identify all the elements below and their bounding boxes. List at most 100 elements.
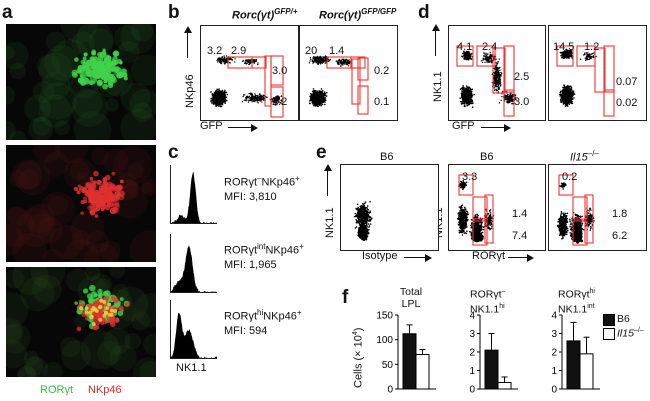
c-label-1: RORγt–NKp46+ MFI: 3,810: [224, 174, 300, 203]
f-bar-charts: 0 50 100 150 0 1 2 3 4 0 1 2 3 4: [376, 311, 600, 396]
panel-letter-a: a: [2, 2, 13, 23]
e-xlabel-1: Isotype: [362, 250, 398, 262]
d1-tl1: 4.1: [457, 41, 473, 53]
f-ytick-label-1: 4: [469, 311, 475, 322]
f-legend-il15: Il15–/–: [617, 327, 644, 340]
b2-rbot: 0.1: [374, 96, 390, 108]
d-plot-2: [548, 25, 647, 121]
e2-top: 3.3: [462, 171, 478, 183]
e-plot-2: [448, 164, 546, 251]
f-bar-0-1: [415, 353, 430, 390]
e-title-1: B6: [380, 151, 394, 163]
d2-tl2: 1.2: [584, 41, 600, 53]
b-plot-1: [200, 25, 299, 121]
e-xarrow-1: [404, 253, 432, 262]
f-ytick-label-1: 2: [469, 348, 475, 359]
micrograph-nkp46-image: [6, 145, 156, 262]
f-ytick-label-1: 0: [469, 385, 475, 396]
f-title-1: Total LPL: [399, 286, 423, 310]
panel-letter-f: f: [342, 287, 349, 308]
c-hist-3-curve: [171, 312, 217, 360]
f-legend-il15-swatch: [603, 328, 615, 340]
d-ylabel: NK1.1: [432, 71, 444, 102]
e3-bot: 6.2: [612, 230, 628, 242]
f-ytick-label-0: 100: [376, 335, 393, 346]
c-hist-1: [170, 165, 217, 225]
f-ytick-label-2: 1: [551, 366, 557, 377]
d-xarrow: [481, 123, 511, 132]
d-plot-1: [448, 25, 546, 121]
f-legend-b6-swatch: [603, 314, 615, 326]
b-plot-2: [299, 25, 398, 121]
e-xarrow-2: [508, 253, 534, 262]
d1-tl2: 2.4: [482, 41, 498, 53]
f-ytick-label-2: 2: [551, 348, 557, 359]
legend-rorgt: RORγt: [40, 384, 73, 396]
d-xlabel: GFP: [452, 120, 475, 132]
micrograph-nkp46: [6, 145, 156, 262]
micrograph-rorgt-image: [6, 24, 156, 140]
e-yarrow-1: [323, 164, 332, 196]
f-title-3: RORγthi NK1.1int: [558, 288, 595, 315]
e-title-2: B6: [480, 151, 494, 163]
e3-top: 0.2: [562, 171, 578, 183]
f-bar-2-1: [579, 353, 594, 390]
f-ytick-label-1: 1: [469, 366, 475, 377]
e-plot-2-dots: [456, 174, 495, 246]
c-xlabel: NK1.1: [176, 362, 207, 374]
d1-rbot: 3.0: [514, 96, 530, 108]
d2-rbot: 0.02: [616, 97, 638, 109]
d2-rtop: 0.07: [616, 76, 638, 88]
f-bar-2-0: [566, 340, 581, 390]
b-col2-title: Rorc(γt)GFP/GFP: [319, 7, 397, 22]
f-ytick-label-0: 50: [382, 360, 394, 371]
c-label-2: RORγtintNKp46+ MFI: 1,965: [224, 242, 304, 271]
f-ytick-label-2: 0: [551, 385, 557, 396]
d1-rtop: 2.5: [514, 71, 530, 83]
legend-nkp46: NKp46: [88, 384, 122, 396]
b2-rtop: 0.2: [374, 65, 390, 77]
micrograph-rorgt: [6, 24, 156, 140]
c-label-3: RORγthiNKp46+ MFI: 594: [224, 308, 302, 337]
f-ytick-label-0: 150: [376, 311, 393, 322]
e-ylabel-1: NK1.1: [324, 207, 336, 238]
e-xlabel-2: RORγt: [472, 250, 505, 262]
b-yarrow: [183, 26, 192, 58]
e3-mid: 1.8: [612, 208, 628, 220]
b2-tl2: 1.4: [329, 45, 345, 57]
b2-tl1: 20: [305, 45, 318, 57]
b1-tl1: 3.2: [207, 45, 223, 57]
b1-rbot: 2.2: [272, 96, 288, 108]
b-xlabel: GFP: [200, 120, 223, 132]
b1-tl2: 2.9: [231, 45, 247, 57]
d-plot-1-dots: [456, 45, 517, 117]
e-plot-3: [548, 164, 647, 251]
b-col1-title: Rorc(γt)GFP/+: [232, 7, 298, 22]
e-plot-1-dots: [353, 200, 373, 242]
b1-rtop: 3.0: [272, 65, 288, 77]
b-plot-2-dots: [308, 55, 369, 115]
f-bar-1-0: [484, 349, 499, 390]
e2-bot: 7.4: [512, 230, 528, 242]
f-ytick-label-1: 3: [469, 329, 475, 340]
d2-tl1: 14.5: [553, 41, 575, 53]
c-hist-1-curve: [171, 171, 217, 225]
f-ytick-label-0: 0: [387, 385, 393, 396]
f-title-2: RORγt– NK1.1hi: [470, 288, 506, 315]
f-ytick-label-2: 4: [551, 311, 557, 322]
f-bar-0-0: [402, 333, 417, 390]
c-hist-3: [170, 300, 217, 360]
e-plot-3-dots: [556, 174, 595, 246]
f-legend-b6: B6: [617, 313, 630, 325]
panel-letter-b: b: [168, 2, 180, 23]
c-hist-2-curve: [171, 245, 217, 294]
f-bar-1-1: [497, 382, 512, 390]
d-yarrow: [431, 24, 440, 56]
micrograph-merge: [6, 267, 156, 377]
d-plot-2-dots: [556, 45, 615, 117]
b-xarrow: [228, 123, 258, 132]
f-ytick-label-2: 3: [551, 329, 557, 340]
b-ylabel: NKp46: [184, 74, 196, 108]
b-plot-1-dots: [210, 55, 284, 118]
c-hist-2: [170, 234, 217, 294]
